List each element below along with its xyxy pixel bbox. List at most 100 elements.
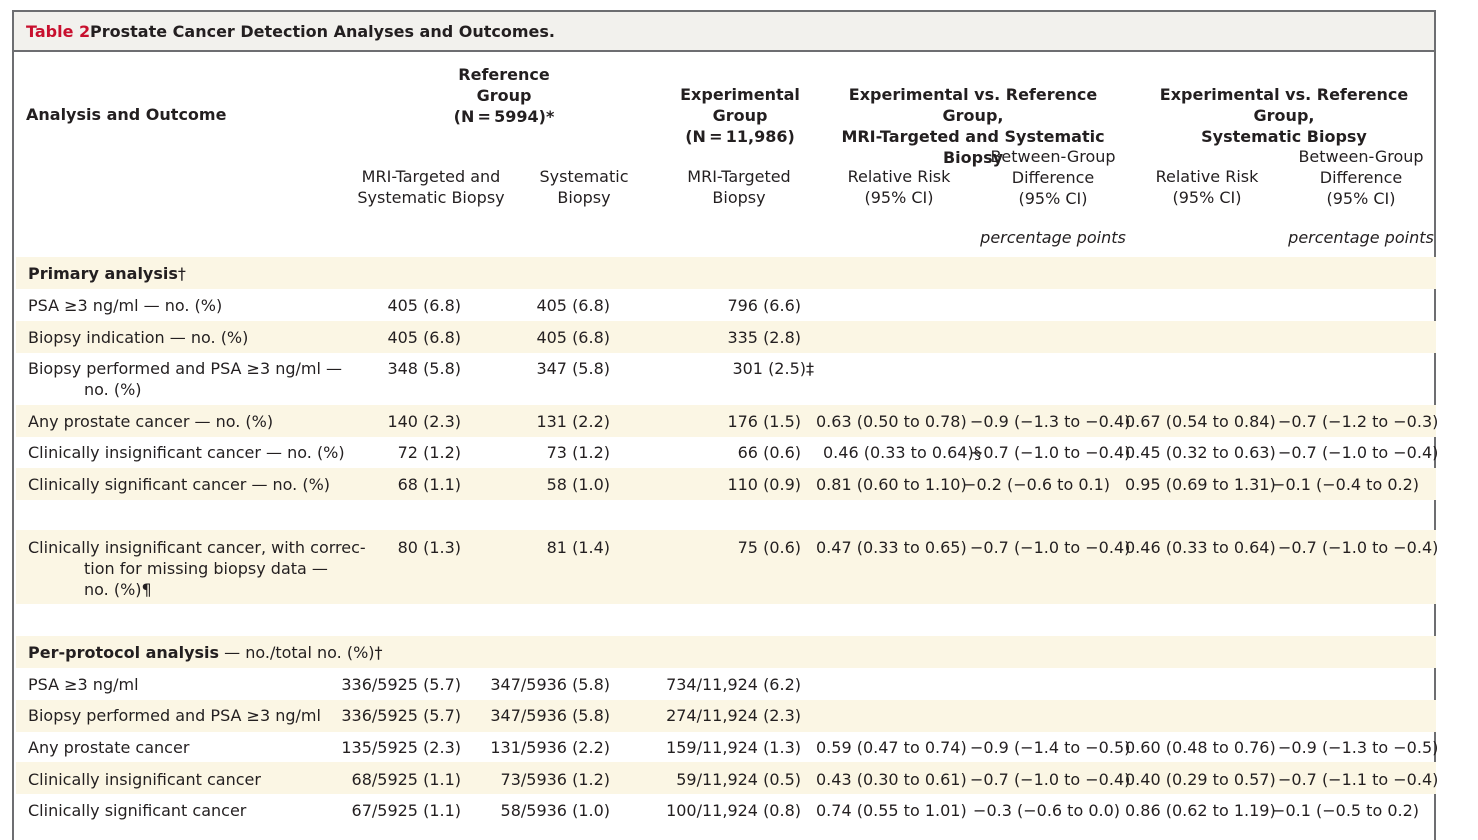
label-line: Clinically insignificant cancer: [28, 770, 261, 789]
table-cell: 336/5925 (5.7): [341, 706, 461, 725]
table-title-bar: Table 2. Prostate Cancer Detection Analy…: [14, 12, 1434, 52]
label-line: tion for missing biopsy data —: [84, 559, 328, 578]
row-band: [16, 257, 1436, 289]
header-line: Reference: [458, 65, 550, 84]
table-cell: 0.59 (0.47 to 0.74): [816, 738, 967, 757]
reference-group-header: Reference Group (N = 5994)*: [434, 64, 574, 127]
table-frame: Table 2. Prostate Cancer Detection Analy…: [12, 10, 1439, 840]
label-line: Clinically significant cancer — no. (%): [28, 475, 331, 494]
table-cell: 176 (1.5): [727, 412, 801, 431]
header-line: Systematic: [539, 167, 629, 186]
table-cell: 110 (0.9): [727, 475, 801, 494]
row-band: [16, 700, 1436, 732]
table-cell: −0.9 (−1.4 to −0.5): [970, 738, 1131, 757]
row-label: Clinically insignificant cancer, with co…: [28, 537, 366, 600]
stub-header: Analysis and Outcome: [26, 105, 227, 124]
table-cell: 73 (1.2): [546, 443, 610, 462]
header-line: Experimental vs. Reference Group,: [1159, 85, 1409, 125]
label-line: PSA ≥3 ng/ml — no. (%): [28, 296, 223, 315]
table-cell: −0.7 (−1.0 to −0.4): [970, 443, 1131, 462]
row-label: Any prostate cancer — no. (%): [28, 411, 273, 432]
section-primary-analysis: Primary analysis†: [28, 263, 186, 284]
section-label: Per-protocol analysis: [28, 643, 220, 662]
table-cell: 67/5925 (1.1): [351, 801, 461, 820]
table-cell: 347/5936 (5.8): [490, 706, 610, 725]
subheader-c3: MRI-Targeted Biopsy: [669, 166, 809, 208]
table-cell: 140 (2.3): [387, 412, 461, 431]
subheader-c2: Systematic Biopsy: [514, 166, 654, 208]
row-label: Any prostate cancer: [28, 737, 189, 758]
label-line: Biopsy indication — no. (%): [28, 328, 249, 347]
header-line: Difference: [1011, 168, 1095, 187]
label-line: Clinically insignificant cancer — no. (%…: [28, 443, 345, 462]
table-cell: −0.2 (−0.6 to 0.1): [963, 475, 1110, 494]
table-title: Prostate Cancer Detection Analyses and O…: [90, 22, 555, 41]
table-cell: −0.7 (−1.0 to −0.4): [970, 538, 1131, 557]
table-cell: −0.1 (−0.5 to 0.2): [1272, 801, 1419, 820]
label-line: Any prostate cancer — no. (%): [28, 412, 274, 431]
label-line: Biopsy performed and PSA ≥3 ng/ml —: [28, 359, 343, 378]
table-label: Table 2.: [26, 22, 97, 41]
header-line: Systematic Biopsy: [1201, 127, 1367, 146]
table-cell: −0.7 (−1.0 to −0.4): [1278, 538, 1439, 557]
table-cell: 347 (5.8): [536, 359, 610, 378]
row-label: Biopsy indication — no. (%): [28, 327, 248, 348]
section-tail: — no./total no. (%): [219, 643, 375, 662]
header-line: (95% CI): [1326, 189, 1396, 208]
table-cell: 0.74 (0.55 to 1.01): [816, 801, 967, 820]
table-cell: 68 (1.1): [397, 475, 461, 494]
table-cell: 274/11,924 (2.3): [666, 706, 801, 725]
section-per-protocol-analysis: Per-protocol analysis — no./total no. (%…: [28, 642, 383, 663]
table-cell: 0.81 (0.60 to 1.10): [816, 475, 967, 494]
table-cell: 135/5925 (2.3): [341, 738, 461, 757]
table-cell: 405 (6.8): [387, 296, 461, 315]
header-line: (95% CI): [1172, 188, 1242, 207]
section-label: Primary analysis: [28, 264, 178, 283]
row-label: PSA ≥3 ng/ml: [28, 674, 139, 695]
subheader-c5: Between-Group Difference (95% CI): [978, 146, 1128, 209]
header-line: Relative Risk: [847, 167, 951, 186]
footnote-mark: †: [374, 643, 383, 662]
header-line: (N = 11,986): [685, 127, 795, 146]
label-line: no. (%)¶: [84, 580, 152, 599]
label-line: Clinically insignificant cancer, with co…: [28, 538, 366, 557]
table-cell: 0.47 (0.33 to 0.65): [816, 538, 967, 557]
table-cell: 336/5925 (5.7): [341, 675, 461, 694]
unit-label-c5: percentage points: [980, 228, 1126, 247]
row-label: Clinically significant cancer: [28, 800, 246, 821]
table-cell: −0.9 (−1.3 to −0.5): [1278, 738, 1439, 757]
label-line: Any prostate cancer: [28, 738, 190, 757]
header-line: Biopsy: [712, 188, 766, 207]
table-cell: 131/5936 (2.2): [490, 738, 610, 757]
table-cell: 59/11,924 (0.5): [676, 770, 801, 789]
table-cell: −0.7 (−1.2 to −0.3): [1278, 412, 1439, 431]
label-line: no. (%): [84, 380, 142, 399]
exp-vs-ref-both-header: Experimental vs. Reference Group, MRI-Ta…: [822, 84, 1124, 168]
label-line: Biopsy performed and PSA ≥3 ng/ml: [28, 706, 321, 725]
table-cell: 405 (6.8): [387, 328, 461, 347]
experimental-group-header: Experimental Group (N = 11,986): [650, 84, 830, 147]
table-cell: 100/11,924 (0.8): [666, 801, 801, 820]
table-cell: 0.63 (0.50 to 0.78): [816, 412, 967, 431]
row-label: PSA ≥3 ng/ml — no. (%): [28, 295, 222, 316]
row-band: [16, 405, 1436, 437]
table-cell: 734/11,924 (6.2): [666, 675, 801, 694]
table-cell: 66 (0.6): [737, 443, 801, 462]
table-cell: 0.95 (0.69 to 1.31): [1125, 475, 1276, 494]
table-cell: 0.40 (0.29 to 0.57): [1125, 770, 1276, 789]
header-line: Between-Group: [1298, 147, 1424, 166]
row-label: Clinically insignificant cancer: [28, 769, 261, 790]
table-cell: 81 (1.4): [546, 538, 610, 557]
subheader-c4: Relative Risk (95% CI): [829, 166, 969, 208]
row-band: [16, 636, 1436, 668]
footnote-mark: †: [177, 264, 186, 283]
row-label: Clinically insignificant cancer — no. (%…: [28, 442, 345, 463]
table-cell: 347/5936 (5.8): [490, 675, 610, 694]
label-line: Clinically significant cancer: [28, 801, 247, 820]
row-band: [16, 468, 1436, 500]
table-cell: 405 (6.8): [536, 296, 610, 315]
table-cell: 0.67 (0.54 to 0.84): [1125, 412, 1276, 431]
exp-vs-ref-sys-header: Experimental vs. Reference Group, System…: [1134, 84, 1434, 147]
table-cell: 0.60 (0.48 to 0.76): [1125, 738, 1276, 757]
header-line: Biopsy: [557, 188, 611, 207]
